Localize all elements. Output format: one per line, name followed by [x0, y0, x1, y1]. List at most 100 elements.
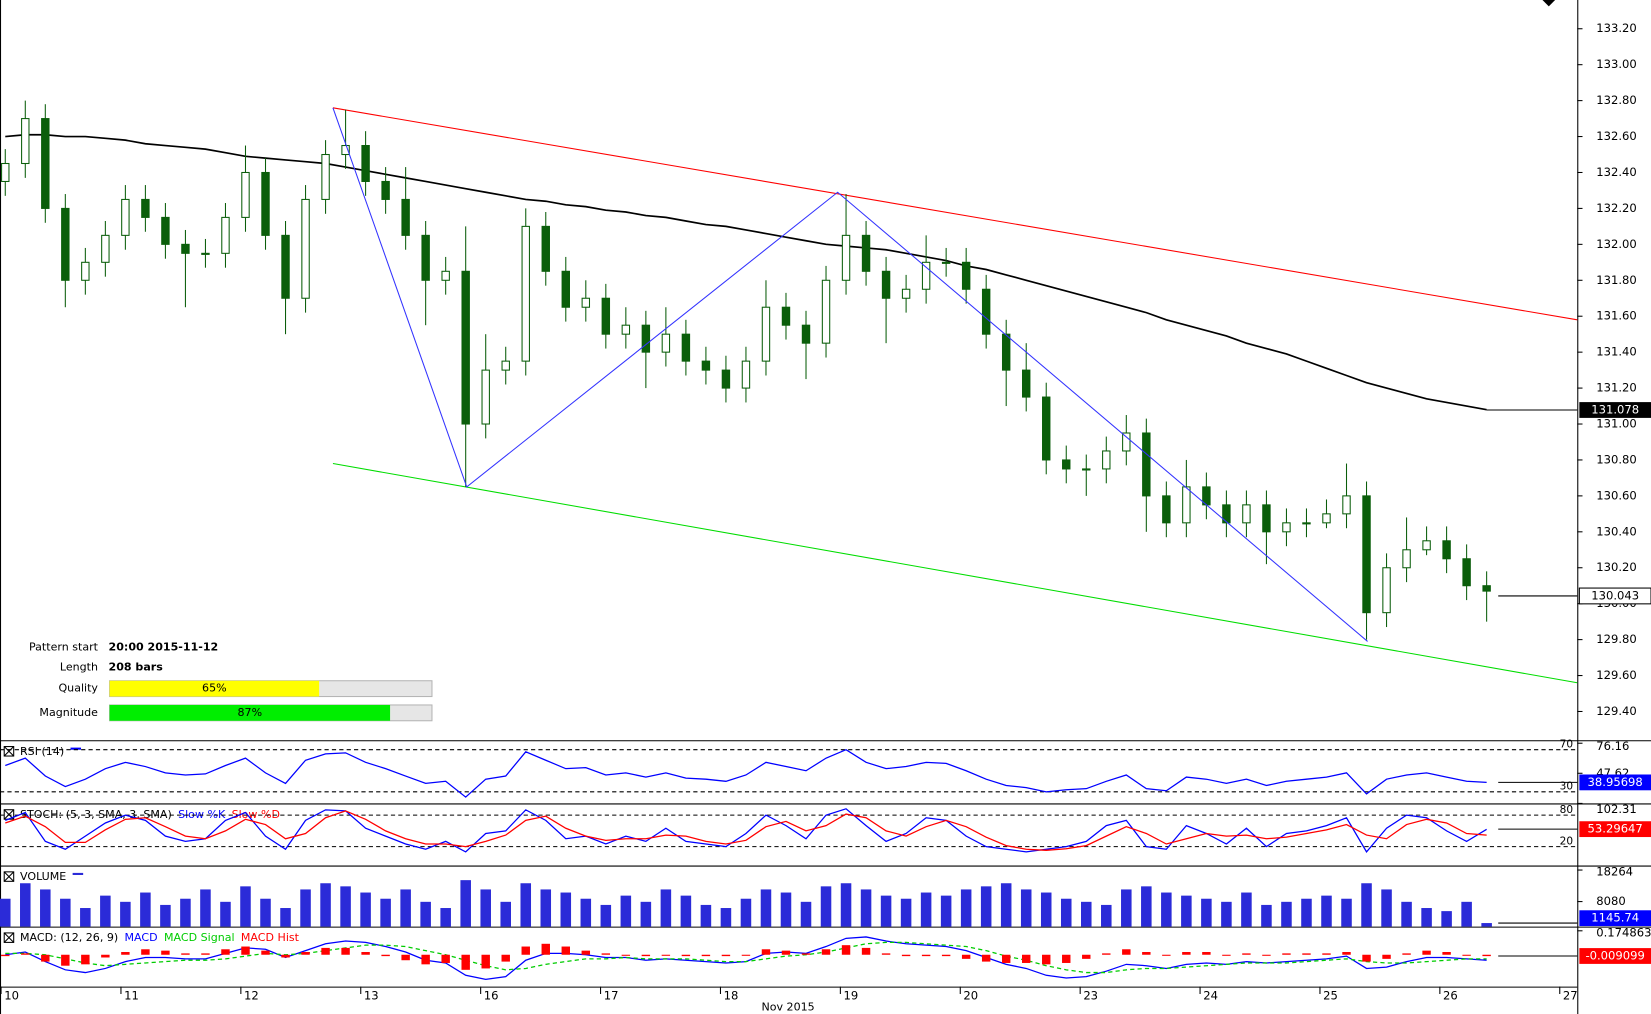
macd-hist-bar: [461, 954, 470, 970]
macd-hist-bar: [1001, 954, 1011, 963]
candle-body: [861, 234, 871, 272]
candle-body: [181, 243, 190, 254]
macd-hist-bar: [881, 953, 891, 955]
candle-body: [1462, 558, 1471, 587]
candle-body: [701, 360, 711, 371]
macd-hist-bar: [661, 954, 671, 956]
volume-bar: [420, 901, 431, 927]
meter-fill: [109, 680, 320, 697]
y-tick-label: 130.60: [1596, 488, 1637, 502]
channel-line: [332, 107, 1578, 321]
macd-hist-bar: [741, 954, 751, 956]
candle-body: [461, 270, 470, 425]
candle-body: [481, 369, 490, 425]
candle-body: [1242, 504, 1251, 524]
macd-hist-bar: [1482, 954, 1491, 957]
volume-bar: [100, 895, 111, 927]
y-tick-label: 131.40: [1596, 345, 1637, 359]
macd-hist-bar: [981, 954, 991, 962]
candle-body: [1162, 495, 1171, 524]
volume-bar: [1381, 889, 1392, 927]
macd-hist-bar: [1082, 954, 1091, 959]
candle-body: [721, 369, 731, 389]
macd-hist-bar: [541, 943, 550, 955]
candle-body: [821, 279, 831, 344]
volume-bar: [480, 889, 491, 927]
candle-body: [741, 360, 751, 389]
pattern-info-value: 208 bars: [109, 661, 164, 674]
candle-body: [501, 360, 510, 371]
volume-bar: [440, 908, 451, 927]
macd-hist-bar: [561, 946, 571, 955]
y-tick-label: 132.20: [1596, 201, 1637, 215]
macd-hist-bar: [521, 946, 530, 955]
candle-body: [401, 198, 410, 236]
macd-hist-bar: [1202, 952, 1211, 955]
y-tick-label: 131.80: [1596, 273, 1637, 287]
volume-bar: [500, 901, 511, 927]
y-tick-label: 129.40: [1596, 704, 1637, 718]
candle-body: [661, 333, 671, 353]
candle-body: [781, 306, 791, 326]
macd-hist-bar: [221, 949, 230, 955]
macd-hist-bar: [1102, 953, 1111, 955]
meter-fill: [109, 704, 391, 721]
volume-bar: [300, 889, 311, 927]
pattern-info-label: Length: [60, 661, 98, 674]
macd-hist-bar: [781, 950, 791, 955]
macd-hist-bar: [41, 954, 50, 962]
candle-body: [1042, 396, 1051, 461]
macd-hist-bar: [681, 954, 691, 957]
y-tick-label: 76.16: [1596, 739, 1629, 753]
x-tick-label: 24: [1203, 989, 1218, 1003]
macd-hist-bar: [1342, 952, 1351, 955]
volume-bar: [1361, 883, 1372, 927]
candle-body: [81, 261, 90, 281]
macd-hist-bar: [281, 954, 290, 958]
macd-hist-bar: [161, 950, 170, 955]
macd-hist-bar: [141, 949, 150, 955]
macd-hist-bar: [801, 953, 811, 955]
volume-bar: [920, 892, 932, 927]
macd-hist-bar: [1302, 953, 1311, 955]
volume-bar: [20, 883, 31, 927]
x-tick-label: 27: [1563, 989, 1578, 1003]
x-tick-label: 19: [844, 989, 859, 1003]
volume-bar: [60, 898, 71, 927]
x-tick-label: 26: [1443, 989, 1458, 1003]
level-label: 80: [1560, 804, 1573, 816]
macd-hist-bar: [61, 954, 70, 966]
candle-body: [161, 216, 170, 245]
volume-bar: [260, 898, 271, 927]
candle-body: [141, 198, 150, 218]
candle-body: [881, 270, 891, 299]
indicator-line: [5, 808, 1487, 853]
macd-hist-bar: [1262, 954, 1271, 956]
macd-hist-bar: [841, 945, 851, 955]
candle-body: [221, 216, 230, 254]
y-tick-label: 133.20: [1596, 21, 1637, 35]
macd-hist-bar: [1322, 953, 1331, 955]
macd-hist-bar: [81, 954, 90, 965]
volume-bar: [1301, 898, 1312, 927]
volume-bar: [460, 880, 471, 927]
panel-title: RSI (14): [20, 745, 64, 758]
volume-bar: [680, 895, 692, 927]
candle-body: [581, 297, 591, 308]
macd-hist-bar: [1422, 950, 1431, 955]
macd-hist-bar: [121, 952, 130, 955]
candle-body: [1442, 540, 1451, 560]
x-tick-label: 12: [244, 989, 259, 1003]
candle-body: [1, 162, 10, 182]
meter-label: 87%: [238, 706, 263, 719]
volume-bar: [0, 898, 11, 927]
macd-hist-bar: [941, 954, 951, 957]
macd-hist-bar: [1182, 952, 1191, 955]
candle-body: [521, 225, 530, 362]
volume-bar: [1181, 895, 1192, 927]
macd-hist-bar: [601, 953, 611, 955]
x-tick-label: 18: [724, 989, 739, 1003]
volume-bar: [760, 889, 772, 927]
panel-checkbox-x: [3, 932, 15, 943]
